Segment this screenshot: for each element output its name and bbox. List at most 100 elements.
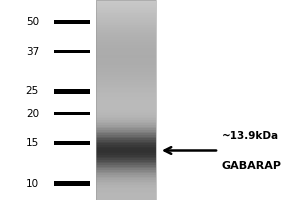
Bar [96,75,156,77]
Bar [96,148,156,150]
Bar [96,15,156,17]
Bar [96,87,156,88]
Bar [96,47,156,48]
Bar [96,165,156,167]
Bar [96,177,156,178]
Bar [96,198,156,200]
Bar [96,85,156,87]
Bar [96,53,156,55]
Bar [96,118,156,120]
Bar [96,105,156,107]
Bar [96,17,156,18]
Text: 50: 50 [26,17,39,27]
Bar [96,138,156,140]
Bar [96,110,156,112]
Bar [96,108,156,110]
Bar [96,12,156,13]
Bar [96,20,156,22]
Text: 2: 2 [121,0,131,3]
Bar [96,132,156,133]
Bar [96,140,156,142]
Bar [96,72,156,73]
Bar [96,107,156,108]
Bar [54,89,90,94]
Bar [96,163,156,165]
Bar [96,158,156,160]
Bar [54,141,90,145]
Bar [96,83,156,85]
Bar [96,178,156,180]
Bar [96,23,156,25]
Bar [96,102,156,103]
Bar [96,133,156,135]
Bar [96,0,156,2]
Text: 15: 15 [26,138,39,148]
Bar [96,185,156,187]
Bar [96,160,156,162]
Bar [96,8,156,10]
Bar [96,103,156,105]
Bar [96,43,156,45]
Bar [96,58,156,60]
Bar [96,28,156,30]
Bar [96,155,156,157]
Bar [96,152,156,153]
Text: 10: 10 [26,179,39,189]
Bar [96,182,156,183]
Text: kDa: kDa [11,0,36,3]
Bar [96,153,156,155]
Bar [96,78,156,80]
Bar [96,172,156,173]
Bar [96,57,156,58]
Bar [96,195,156,197]
Bar [96,92,156,93]
Bar [96,128,156,130]
Bar [96,60,156,62]
Bar [96,143,156,145]
Bar [96,120,156,122]
Bar [96,188,156,190]
Bar [96,117,156,118]
Bar [96,115,156,117]
Bar [96,10,156,12]
Bar [96,100,156,102]
Bar [96,168,156,170]
Bar [96,52,156,53]
Bar [96,190,156,192]
Bar [96,77,156,78]
Bar [96,80,156,82]
Bar [96,32,156,33]
Bar [96,50,156,52]
Bar [96,97,156,98]
Bar [96,93,156,95]
Bar [54,181,90,186]
Bar [96,33,156,35]
Bar [96,113,156,115]
Bar [96,95,156,97]
Text: 25: 25 [26,86,39,96]
Bar [96,40,156,42]
Bar [96,48,156,50]
Bar [96,13,156,15]
Bar [96,123,156,125]
Bar [96,170,156,172]
Bar [96,35,156,37]
Text: 20: 20 [26,109,39,119]
Bar [96,18,156,20]
Bar [96,192,156,193]
Bar [96,88,156,90]
Bar [96,150,156,152]
Bar [54,112,90,115]
Bar [96,90,156,92]
Bar [96,63,156,65]
Bar [96,183,156,185]
Bar [96,68,156,70]
Bar [96,42,156,43]
Bar [96,22,156,23]
Text: ~13.9kDa: ~13.9kDa [222,131,279,141]
Text: 37: 37 [26,47,39,57]
Bar [96,27,156,28]
Bar [96,180,156,182]
Bar [96,5,156,7]
Bar [96,187,156,188]
